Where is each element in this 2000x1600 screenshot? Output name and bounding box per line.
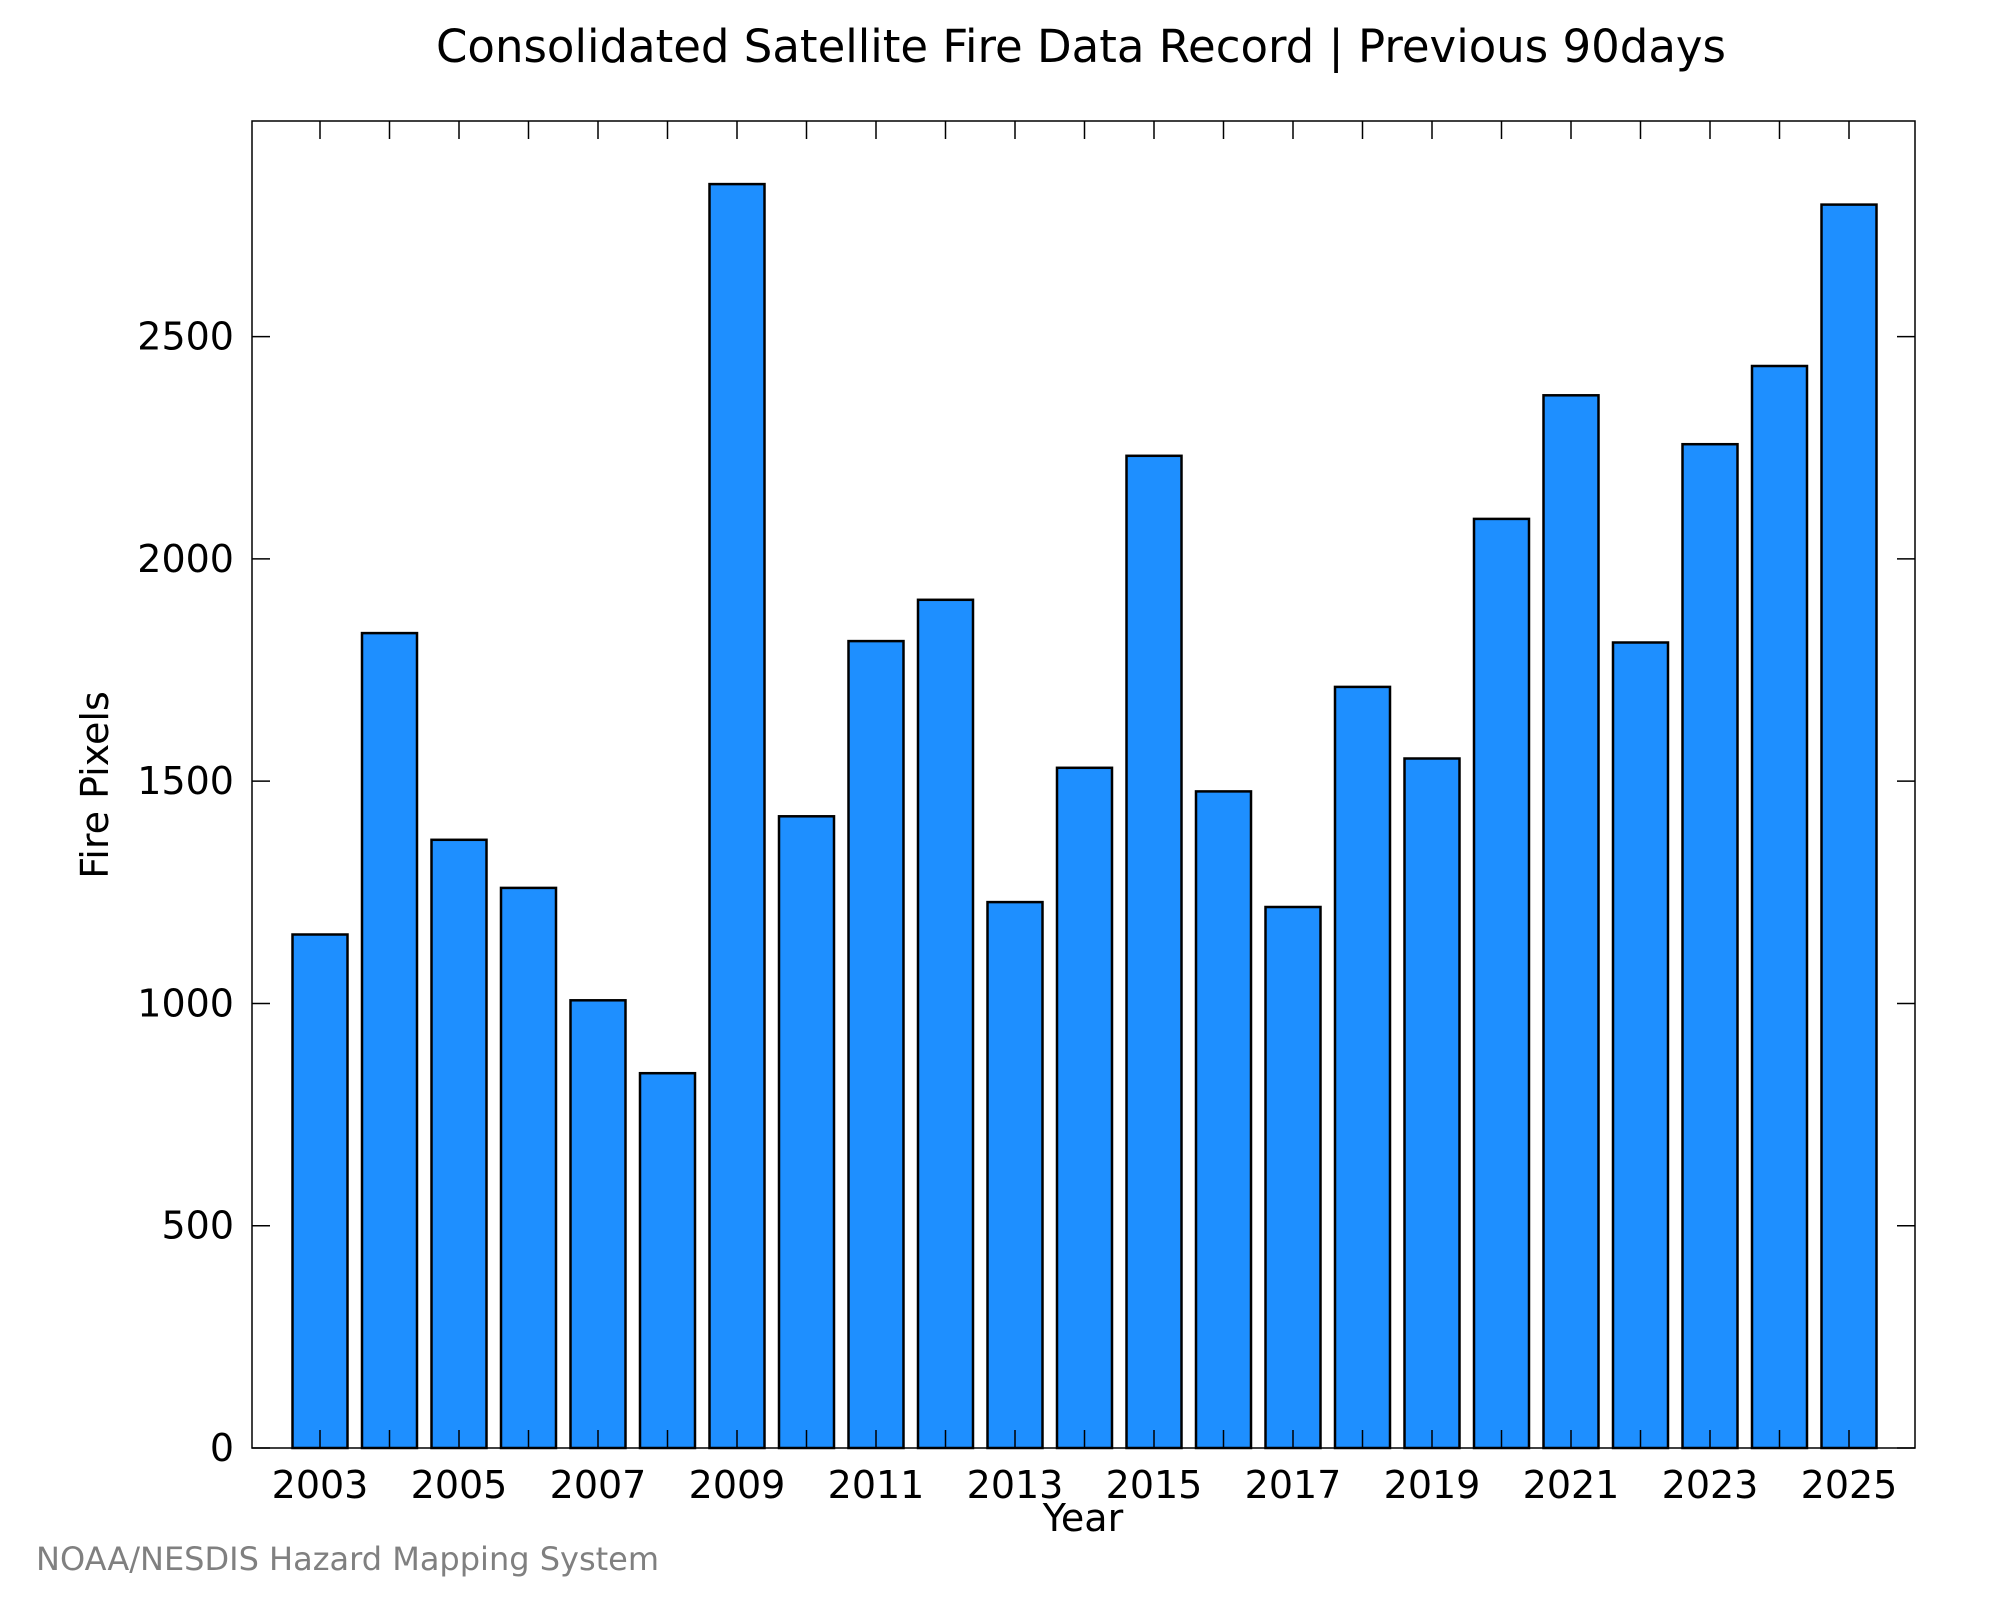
y-tick-label-2500: 2500	[137, 315, 234, 359]
bar-2018	[1333, 685, 1392, 1450]
bar-2016	[1194, 790, 1253, 1450]
bar-2024	[1750, 364, 1809, 1450]
bar-2019	[1403, 757, 1461, 1450]
bar-2014	[1055, 766, 1114, 1450]
chart-title: Consolidated Satellite Fire Data Record …	[436, 20, 1726, 73]
y-tick-label-2000: 2000	[137, 537, 234, 581]
bar-2013	[986, 900, 1044, 1450]
x-tick-label-2019: 2019	[1384, 1463, 1481, 1507]
bar-2003	[291, 933, 349, 1450]
y-tick-label-1500: 1500	[137, 759, 234, 803]
y-tick-label-500: 500	[161, 1204, 234, 1248]
bar-2004	[360, 631, 419, 1450]
bar-2006	[499, 886, 558, 1450]
bar-2021	[1542, 394, 1600, 1450]
bar-2008	[638, 1071, 697, 1450]
x-tick-label-2015: 2015	[1106, 1463, 1203, 1507]
x-tick-label-2003: 2003	[272, 1463, 369, 1507]
bar-2022	[1611, 641, 1670, 1450]
y-axis-label: Fire Pixels	[73, 691, 117, 879]
x-tick-label-2007: 2007	[550, 1463, 647, 1507]
x-tick-label-2017: 2017	[1245, 1463, 1342, 1507]
bar-2009	[708, 182, 766, 1450]
bar-2025	[1820, 203, 1878, 1450]
x-tick-label-2011: 2011	[828, 1463, 925, 1507]
y-axis-ticks: 0 500 1000 1500 2000 2500	[137, 315, 1915, 1470]
bar-2010	[777, 815, 836, 1450]
bar-2020	[1472, 517, 1531, 1450]
x-axis-label: Year	[1042, 1496, 1124, 1540]
bar-2011	[847, 639, 905, 1450]
bar-2012	[916, 598, 975, 1450]
bar-2023	[1681, 442, 1739, 1450]
y-tick-label-1000: 1000	[137, 981, 234, 1025]
x-tick-label-2009: 2009	[689, 1463, 786, 1507]
bars-layer	[291, 182, 1878, 1450]
bar-2005	[430, 838, 488, 1450]
bar-2007	[569, 999, 627, 1450]
bar-2015	[1125, 454, 1183, 1450]
x-tick-label-2013: 2013	[967, 1463, 1064, 1507]
x-tick-label-2021: 2021	[1523, 1463, 1620, 1507]
x-tick-label-2005: 2005	[411, 1463, 508, 1507]
source-credit: NOAA/NESDIS Hazard Mapping System	[36, 1540, 660, 1578]
x-tick-label-2023: 2023	[1662, 1463, 1759, 1507]
x-axis-ticks: 2003 2005 2007 2009 2011 2013 2015 2017 2019 2021…	[272, 121, 1898, 1507]
bar-2017	[1264, 905, 1322, 1450]
x-tick-label-2025: 2025	[1801, 1463, 1898, 1507]
y-tick-label-0: 0	[210, 1426, 234, 1470]
